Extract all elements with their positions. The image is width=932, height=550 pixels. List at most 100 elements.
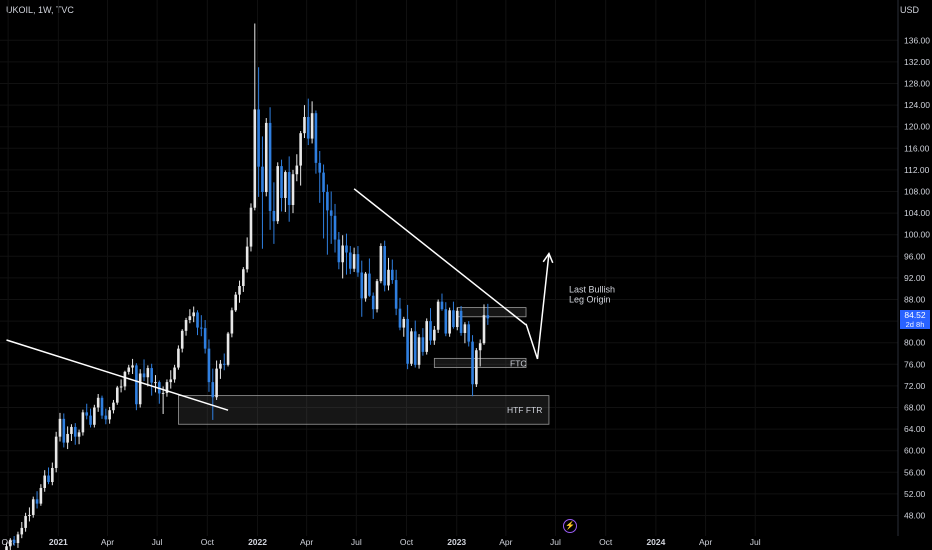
candle-body — [303, 116, 306, 134]
candle-body — [482, 315, 486, 344]
candle-body — [322, 172, 325, 193]
candle-body — [123, 371, 127, 387]
lightning-icon[interactable]: ⚡ — [563, 519, 577, 533]
candle-body — [383, 246, 386, 286]
candle-body — [467, 324, 471, 342]
candle-body — [138, 373, 142, 405]
candle-body — [39, 487, 43, 504]
candle-body — [51, 467, 54, 483]
y-tick-label: 76.00 — [904, 359, 926, 369]
candle-body — [486, 315, 490, 319]
candle-body — [142, 373, 146, 378]
candle-body — [417, 337, 421, 365]
candle-body — [96, 397, 100, 408]
candle-body — [31, 499, 35, 515]
candle-body — [62, 418, 66, 443]
y-tick-label: 136.00 — [904, 35, 930, 45]
candle-body — [387, 269, 390, 286]
candle-body — [337, 239, 341, 263]
y-tick-label: 88.00 — [904, 295, 926, 305]
y-tick-label: 80.00 — [904, 338, 926, 348]
candle-body — [5, 546, 8, 550]
bar-countdown: 2d 8h — [905, 320, 925, 329]
candle-body — [43, 475, 46, 488]
y-tick-label: 132.00 — [904, 57, 930, 67]
x-tick-label: Oct — [599, 537, 613, 547]
candle-body — [433, 329, 436, 341]
y-tick-label: 72.00 — [904, 381, 926, 391]
candle-body — [471, 341, 474, 385]
candle-body — [242, 269, 245, 286]
x-tick-label: Oct — [400, 537, 414, 547]
candle-body — [368, 273, 371, 296]
candle-body — [349, 252, 352, 269]
x-tick-label: Jul — [152, 537, 163, 547]
candle-body — [89, 415, 92, 425]
candle-body — [222, 363, 226, 365]
x-tick-label: 2022 — [248, 537, 267, 547]
projection-path — [525, 253, 550, 360]
x-tick-label: Apr — [300, 537, 313, 547]
annotation-last-bullish: Last Bullish — [569, 285, 615, 295]
candle-body — [184, 320, 188, 331]
candle-body — [264, 122, 268, 193]
candle-body — [261, 166, 264, 193]
y-tick-label: 92.00 — [904, 273, 926, 283]
x-tick-label: Apr — [101, 537, 114, 547]
candle-body — [200, 327, 203, 329]
candle-body — [356, 254, 360, 273]
candle-body — [112, 402, 115, 411]
candle-body — [253, 109, 257, 208]
y-tick-label: 52.00 — [904, 489, 926, 499]
candle-body — [150, 368, 153, 383]
candle-body — [211, 382, 215, 398]
candle-body — [452, 310, 455, 328]
candle-body — [219, 363, 222, 369]
candle-body — [173, 367, 176, 380]
candle-body — [35, 499, 39, 504]
candle-body — [192, 312, 195, 317]
candle-body — [379, 246, 383, 282]
last-price-tag: 84.52 2d 8h — [900, 310, 930, 329]
y-tick-label: 96.00 — [904, 251, 926, 261]
candle-body — [196, 312, 199, 328]
candle-body — [131, 365, 134, 368]
candle-body — [398, 308, 402, 328]
candle-body — [440, 301, 444, 310]
y-tick-label: 120.00 — [904, 122, 930, 132]
x-tick-label: Oct — [2, 537, 16, 547]
candle-body — [375, 281, 379, 310]
candle-body — [360, 272, 364, 299]
candle-body — [326, 192, 329, 211]
candle-body — [249, 207, 253, 247]
candle-body — [16, 534, 20, 544]
candle-body — [108, 410, 111, 420]
candle-body — [47, 475, 50, 483]
candle-body — [284, 172, 287, 198]
candle-body — [9, 539, 12, 547]
candle-body — [230, 310, 234, 334]
y-tick-label: 108.00 — [904, 187, 930, 197]
candle-body — [238, 286, 241, 295]
x-tick-label: Jul — [750, 537, 761, 547]
candle-body — [276, 166, 280, 222]
candle-body — [478, 343, 482, 351]
candle-body — [215, 368, 218, 398]
y-tick-label: 60.00 — [904, 446, 926, 456]
x-tick-label: 2024 — [646, 537, 665, 547]
candle-body — [295, 165, 299, 175]
candle-body — [119, 386, 123, 388]
y-tick-label: 56.00 — [904, 467, 926, 477]
candle-body — [425, 321, 428, 352]
candle-body — [70, 426, 73, 434]
x-tick-label: Jul — [550, 537, 561, 547]
y-tick-label: 68.00 — [904, 403, 926, 413]
candle-body — [161, 392, 165, 394]
annotation-htf-ftr: HTF FTR — [507, 405, 542, 415]
candle-body — [268, 122, 272, 211]
candle-body — [234, 294, 237, 311]
candle-body — [314, 113, 318, 163]
candle-body — [413, 331, 417, 365]
candle-body — [310, 113, 314, 139]
